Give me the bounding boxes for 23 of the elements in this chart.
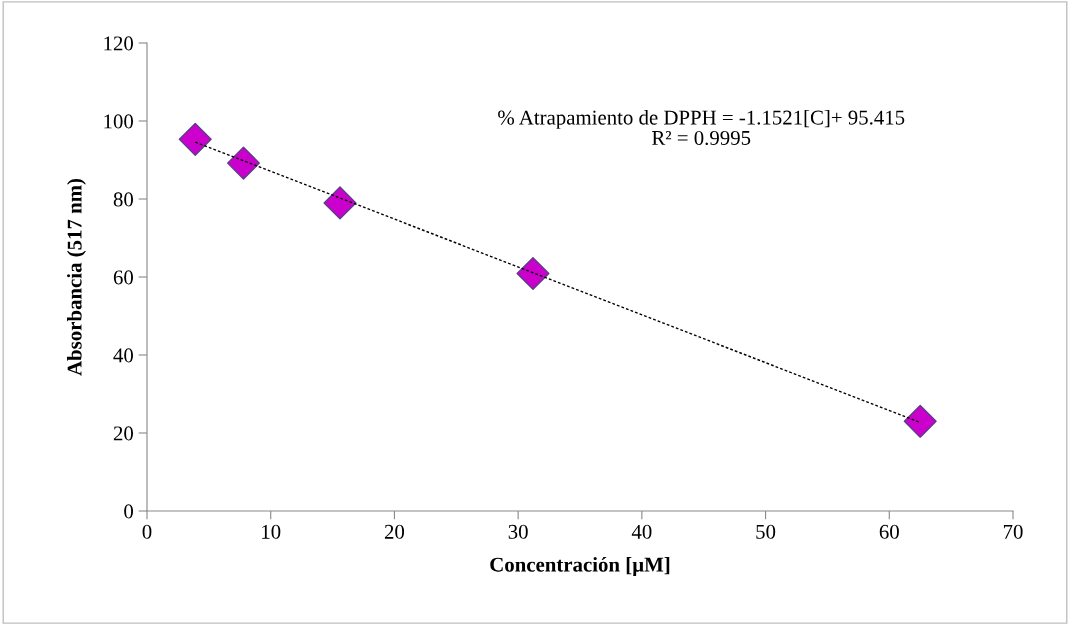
x-axis-title: Concentración [µM] (490, 556, 670, 576)
y-tick-label: 40 (113, 348, 134, 363)
point (178, 122, 212, 156)
point (903, 404, 937, 438)
y-tick-label: 20 (113, 426, 134, 441)
point (323, 186, 357, 220)
x-tick-label: 60 (879, 524, 899, 539)
annotation: % Atrapamiento de DPPH = -1.1521[C]+ 95.415 R² = 0.9995 (498, 109, 905, 146)
x-tick-label: 0 (142, 524, 152, 539)
x-tick-label: 10 (262, 524, 281, 539)
x-tick-label: 30 (508, 524, 528, 539)
y-tick-label: 0 (124, 504, 134, 519)
x-tick-label: 50 (756, 524, 776, 539)
x-tick-label: 40 (631, 524, 652, 539)
y-tick-label: 80 (113, 192, 134, 207)
point (226, 146, 261, 180)
y-axis-title: Absorbancia (517 nm) (67, 178, 86, 376)
x-tick-label: 20 (384, 524, 405, 539)
y-tick-label: 100 (104, 114, 134, 129)
y-tick-label: 120 (104, 36, 134, 51)
point (516, 256, 550, 291)
y-tick-label: 60 (113, 270, 134, 285)
x-tick-label: 70 (1003, 524, 1023, 539)
